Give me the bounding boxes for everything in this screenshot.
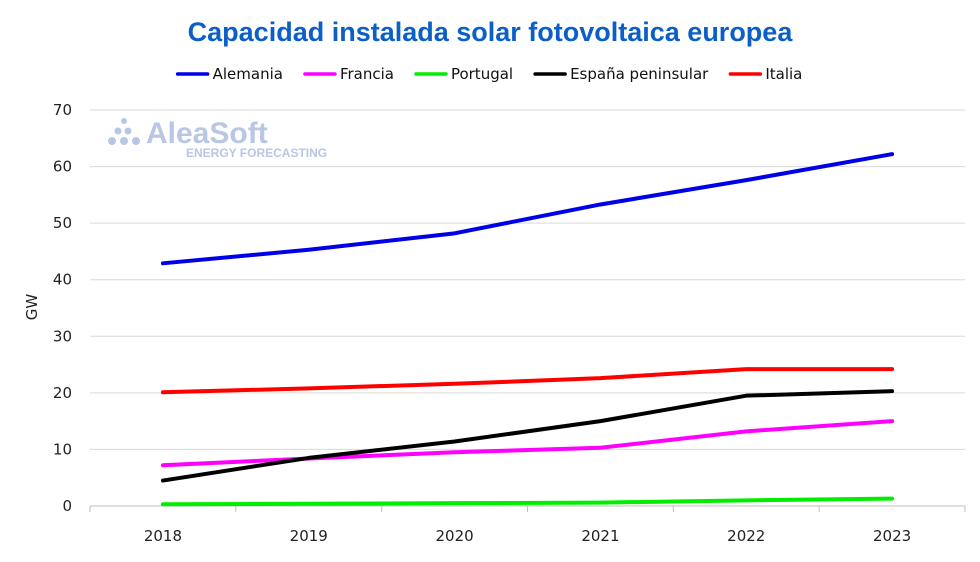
series-lines — [160, 152, 895, 507]
legend-label: Portugal — [451, 65, 513, 83]
y-axis-label: GW — [23, 294, 41, 321]
series-line-españa-peninsular — [160, 389, 895, 483]
y-tick-label: 30 — [53, 327, 72, 345]
legend-label: Alemania — [213, 65, 283, 83]
gridlines — [90, 109, 965, 450]
axes — [89, 505, 966, 512]
legend: Alemania Francia Portugal España peninsular… — [175, 65, 802, 83]
y-tick-label: 0 — [62, 497, 72, 515]
y-tick-label: 10 — [53, 440, 72, 458]
logo-dots-icon — [108, 118, 140, 145]
y-tick-label: 20 — [53, 384, 72, 402]
legend-label: España peninsular — [570, 65, 709, 83]
x-tick-label: 2020 — [435, 527, 473, 545]
logo-dot — [108, 137, 116, 145]
x-tick-label: 2018 — [144, 527, 182, 545]
series-line-italia — [160, 367, 895, 395]
series-line-francia — [160, 419, 895, 468]
x-tick-labels: 2018 2019 2020 2021 2022 2023 — [144, 527, 911, 545]
series-line-portugal — [160, 496, 895, 507]
x-tick-label: 2021 — [581, 527, 619, 545]
y-tick-label: 50 — [53, 214, 72, 232]
watermark-logo: AleaSoft ENERGY FORECASTING — [108, 117, 327, 160]
y-tick-label: 60 — [53, 158, 72, 176]
y-tick-label: 40 — [53, 271, 72, 289]
watermark-brand: AleaSoft — [146, 117, 268, 150]
legend-label: Francia — [340, 65, 394, 83]
logo-dot — [121, 118, 127, 124]
x-tick-label: 2022 — [727, 527, 765, 545]
legend-label: Italia — [765, 65, 802, 83]
logo-dot — [132, 137, 140, 145]
x-tick-label: 2019 — [290, 527, 328, 545]
series-line-alemania — [160, 152, 895, 266]
y-tick-labels: 0 10 20 30 40 50 60 70 — [53, 101, 72, 515]
logo-dot — [124, 127, 132, 135]
x-tick-label: 2023 — [873, 527, 911, 545]
chart-title: Capacidad instalada solar fotovoltaica e… — [188, 17, 794, 47]
logo-dot — [114, 127, 122, 135]
watermark-tagline: ENERGY FORECASTING — [186, 146, 327, 160]
logo-dot — [120, 137, 128, 145]
y-tick-label: 70 — [53, 101, 72, 119]
